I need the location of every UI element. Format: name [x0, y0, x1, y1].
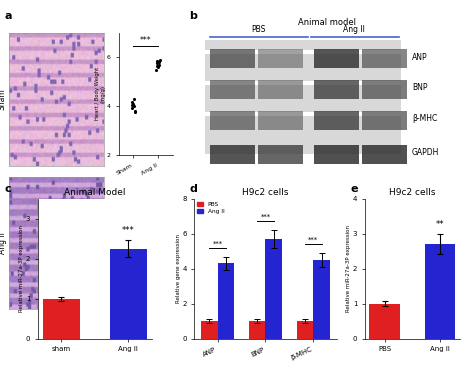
Legend: PBS, Ang II: PBS, Ang II	[197, 202, 225, 214]
Bar	[218, 263, 234, 339]
Point	[156, 57, 164, 63]
Bar	[43, 298, 80, 339]
Y-axis label: Relative miR-27a-3P expression: Relative miR-27a-3P expression	[19, 225, 24, 312]
Text: Ang II: Ang II	[343, 25, 365, 34]
Text: BNP: BNP	[412, 84, 428, 92]
Point	[153, 63, 161, 69]
Bar	[425, 244, 456, 339]
Bar	[265, 239, 282, 339]
Text: GAPDH: GAPDH	[412, 148, 439, 158]
Point	[128, 99, 136, 105]
Y-axis label: Relative gene expression: Relative gene expression	[176, 234, 181, 303]
Text: ***: ***	[260, 214, 271, 220]
Bar	[249, 321, 265, 339]
Y-axis label: Ang II: Ang II	[0, 232, 7, 254]
Y-axis label: Sham: Sham	[0, 88, 7, 110]
Text: Animal model: Animal model	[298, 18, 356, 27]
Point	[130, 96, 138, 102]
Point	[128, 106, 136, 112]
Text: ***: ***	[140, 36, 152, 45]
Point	[155, 59, 163, 65]
Bar	[110, 249, 146, 339]
Bar	[313, 260, 330, 339]
Text: a: a	[5, 11, 12, 21]
Bar	[369, 304, 400, 339]
Text: PBS: PBS	[251, 25, 265, 34]
Point	[155, 62, 163, 68]
Text: e: e	[351, 184, 358, 194]
Bar	[205, 112, 401, 116]
Point	[131, 108, 139, 114]
Point	[155, 64, 162, 70]
Y-axis label: Relative miR-27a-3P expression: Relative miR-27a-3P expression	[346, 225, 351, 312]
Title: Animal Model: Animal Model	[64, 188, 126, 197]
Title: H9c2 cells: H9c2 cells	[242, 188, 289, 197]
Point	[131, 109, 138, 115]
Text: d: d	[190, 184, 198, 194]
Bar	[205, 50, 401, 54]
Text: b: b	[190, 11, 198, 21]
Text: ANP: ANP	[412, 53, 428, 61]
Text: ***: ***	[308, 237, 319, 243]
Text: **: **	[436, 220, 445, 229]
Y-axis label: Heart / Body Weight
(mg/g): Heart / Body Weight (mg/g)	[95, 67, 106, 120]
Bar	[297, 321, 313, 339]
Point	[130, 103, 137, 109]
Text: ***: ***	[122, 226, 135, 235]
Text: β-MHC: β-MHC	[412, 114, 437, 123]
Point	[153, 58, 161, 64]
Text: ***: ***	[212, 240, 223, 246]
Bar	[201, 321, 218, 339]
Text: c: c	[5, 184, 11, 194]
Point	[128, 102, 136, 108]
Bar	[205, 81, 401, 85]
Title: H9c2 cells: H9c2 cells	[389, 188, 436, 197]
Point	[153, 67, 160, 72]
Point	[129, 100, 137, 106]
Point	[154, 61, 161, 67]
